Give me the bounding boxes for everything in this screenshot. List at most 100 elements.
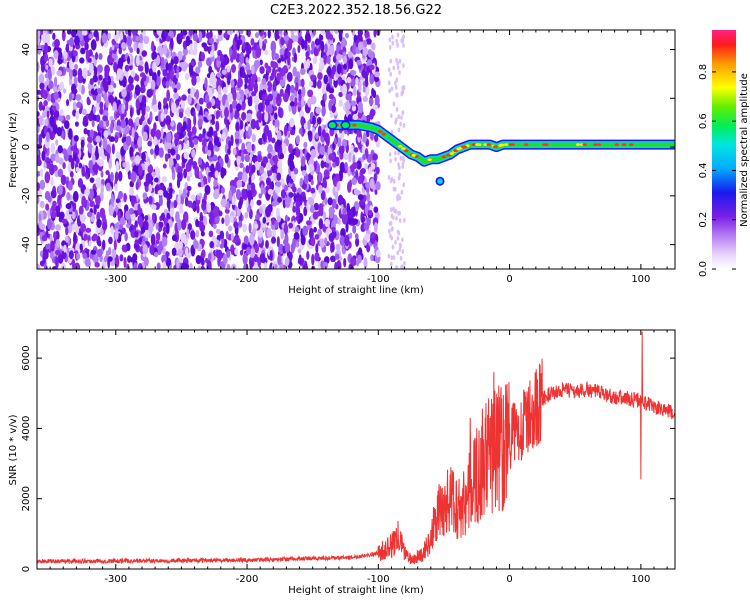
noise-dot: [39, 179, 46, 191]
noise-dot: [200, 52, 206, 62]
noise-dot: [37, 189, 42, 197]
noise-dot: [251, 174, 256, 181]
noise-dot: [109, 57, 115, 63]
noise-dot: [55, 224, 62, 231]
noise-dot: [111, 44, 115, 51]
noise-dot: [135, 55, 140, 67]
noise-dot: [206, 202, 212, 213]
noise-dot: [201, 201, 207, 211]
noise-dot: [338, 76, 342, 83]
noise-dot: [342, 39, 348, 47]
noise-dot: [176, 82, 181, 90]
noise-dot: [310, 49, 314, 55]
noise-dot: [317, 72, 323, 81]
noise-dot: [254, 32, 260, 39]
noise-dot: [328, 206, 335, 216]
noise-dot: [128, 75, 134, 85]
noise-dot: [282, 92, 289, 103]
track-highlight: [596, 143, 602, 147]
noise-dot: [92, 74, 98, 83]
noise-dot: [55, 257, 59, 269]
noise-dot: [51, 105, 58, 112]
noise-dot: [147, 140, 152, 147]
noise-dot: [81, 30, 88, 36]
noise-dot: [205, 32, 212, 39]
noise-dot: [50, 211, 57, 219]
noise-dot: [392, 206, 395, 212]
noise-dot: [219, 53, 225, 63]
noise-dot: [37, 125, 40, 134]
noise-dot: [243, 235, 249, 246]
noise-dot: [233, 110, 240, 119]
noise-dot: [134, 155, 141, 165]
noise-dot: [98, 74, 103, 81]
noise-dot: [256, 153, 263, 163]
noise-dot: [81, 195, 87, 208]
noise-dot: [80, 223, 87, 233]
noise-dot: [272, 149, 276, 157]
noise-dot: [170, 37, 174, 50]
noise-dot: [111, 248, 117, 260]
track-highlight: [446, 153, 451, 157]
noise-dot: [355, 160, 362, 170]
doppler-signal-track: [327, 120, 675, 186]
noise-dot: [173, 132, 179, 139]
noise-dot: [63, 49, 68, 61]
noise-dot: [352, 224, 357, 234]
noise-dot: [182, 121, 187, 131]
noise-dot: [289, 159, 295, 172]
noise-dot: [342, 55, 348, 64]
noise-dot: [279, 152, 285, 160]
noise-dot: [46, 243, 52, 250]
noise-dot: [373, 172, 377, 184]
noise-dot: [395, 107, 399, 112]
noise-dot: [401, 249, 405, 254]
noise-dot: [139, 33, 143, 44]
noise-dot: [143, 256, 149, 267]
noise-dot: [89, 200, 95, 208]
noise-dot: [105, 182, 111, 192]
noise-dot: [43, 126, 48, 136]
noise-dot: [43, 162, 47, 169]
noise-dot: [74, 262, 81, 269]
noise-dot: [251, 73, 257, 81]
noise-dot: [41, 105, 46, 111]
noise-dot: [280, 228, 285, 240]
noise-dot: [107, 75, 111, 86]
noise-dot: [108, 94, 114, 104]
noise-dot: [284, 214, 289, 222]
noise-dot: [55, 238, 61, 248]
noise-dot: [152, 171, 156, 178]
noise-dot: [142, 192, 148, 200]
noise-dot: [49, 115, 55, 127]
noise-dot: [86, 211, 93, 218]
track-highlight: [493, 145, 498, 149]
track-highlight: [582, 143, 587, 147]
noise-dot: [129, 225, 134, 231]
noise-dot: [301, 183, 307, 190]
noise-dot: [190, 194, 196, 201]
noise-dot: [135, 35, 140, 42]
noise-dot: [280, 37, 285, 46]
noise-dot: [139, 118, 143, 126]
noise-dot: [171, 234, 178, 242]
noise-dot: [201, 138, 207, 148]
noise-dot: [88, 112, 94, 122]
noise-dot: [179, 196, 185, 206]
noise-dot: [206, 131, 213, 137]
noise-dot: [95, 195, 101, 205]
noise-dot: [326, 55, 331, 65]
noise-dot: [242, 171, 248, 183]
noise-dot: [74, 63, 79, 70]
track-highlight: [397, 144, 403, 148]
snr-y-tick-label: 0: [21, 566, 32, 572]
track-highlight: [471, 143, 477, 147]
noise-dot: [92, 162, 99, 174]
noise-dot: [319, 238, 325, 248]
noise-dot: [164, 153, 169, 162]
noise-dot: [47, 195, 52, 203]
noise-dot: [82, 115, 87, 126]
noise-dot: [294, 226, 300, 233]
noise-dot: [201, 42, 207, 48]
